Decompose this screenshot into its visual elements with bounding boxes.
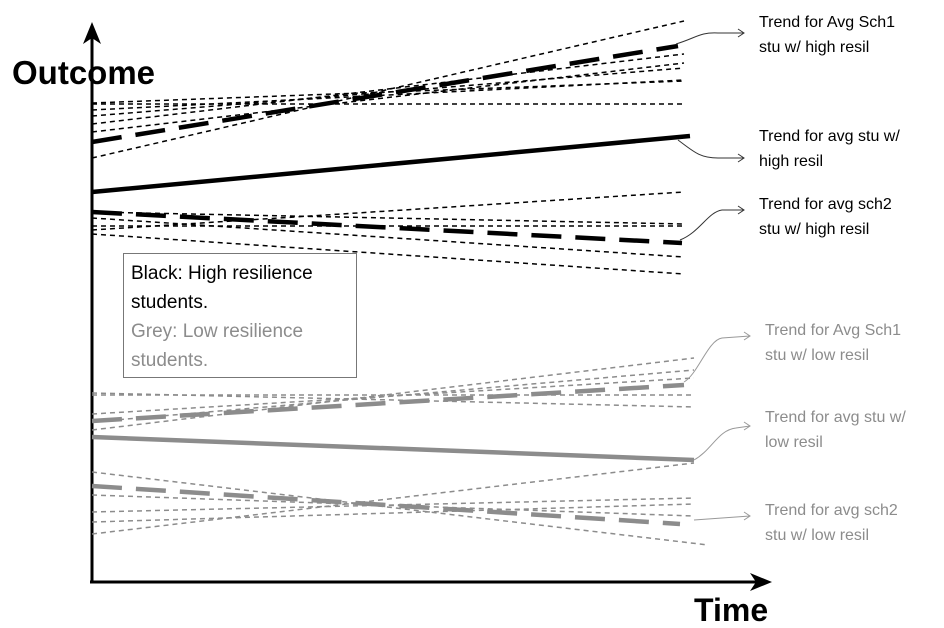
low-sch2-trend-line (91, 483, 681, 527)
callout-arrow-low-sch2 (693, 515, 751, 521)
label-low-sch2-line2: stu w/ low resil (765, 527, 870, 544)
label-low-sch2: Trend for avg sch2 stu w/ low resil (765, 498, 898, 548)
high-sch1-trend-line (91, 43, 679, 145)
legend-grey-line2: students. (131, 350, 209, 371)
label-high-sch1: Trend for Avg Sch1 stu w/ high resil (759, 10, 895, 60)
high-sch1-student-line (91, 79, 685, 111)
low-sch1-group (91, 357, 695, 431)
label-low-sch2-line1: Trend for avg sch2 (765, 502, 898, 519)
low-sch1-student-line (91, 377, 695, 415)
high-sch1-student-line (91, 67, 685, 117)
low-sch2-student-line (91, 503, 695, 523)
legend-box: Black: High resilience students. Grey: L… (123, 253, 357, 378)
high-sch1-student-line (91, 53, 685, 125)
high-sch1-group (91, 20, 685, 159)
low-sch1-trend-line (91, 382, 685, 424)
low-sch2-group (91, 462, 709, 546)
label-low-sch1-line1: Trend for Avg Sch1 (765, 322, 902, 339)
low-sch2-student-line (91, 497, 695, 513)
label-high-sch1-line1: Trend for Avg Sch1 (759, 14, 896, 31)
high-sch1-student-line (91, 20, 685, 159)
callout-arrow-high-sch2 (679, 209, 744, 241)
callout-arrows (675, 28, 751, 521)
y-axis-arrowhead (83, 22, 101, 44)
label-high-avg-line1: Trend for avg stu w/ (759, 128, 900, 145)
label-low-avg-line1: Trend for avg stu w/ (765, 409, 906, 426)
high-avg-trend-line (91, 133, 691, 195)
x-axis-arrowhead (750, 573, 772, 591)
callout-arrow-high-avg (677, 139, 744, 159)
label-high-sch2-line1: Trend for avg sch2 (759, 196, 892, 213)
label-high-sch2: Trend for avg sch2 stu w/ high resil (759, 192, 892, 242)
low-avg-trend-line (91, 434, 695, 463)
high-sch1-student-line (91, 62, 685, 133)
low-sch1-student-line (91, 357, 695, 431)
y-axis-title: Outcome (12, 54, 156, 91)
label-low-sch1: Trend for Avg Sch1 stu w/ low resil (765, 318, 901, 368)
label-low-avg-line2: low resil (765, 434, 823, 451)
callout-arrow-high-sch1 (675, 32, 744, 45)
callout-arrow-low-sch1 (683, 335, 751, 383)
label-high-avg-line2: high resil (759, 153, 824, 170)
label-low-sch1-line2: stu w/ low resil (765, 347, 870, 364)
label-low-avg: Trend for avg stu w/ low resil (765, 405, 906, 455)
label-high-avg: Trend for avg stu w/ high resil (759, 124, 900, 174)
low-sch2-student-line (91, 462, 695, 535)
high-sch2-trend-line (91, 209, 683, 246)
label-high-sch2-line2: stu w/ high resil (759, 221, 870, 238)
high-sch2-group (91, 191, 685, 275)
low-sch1-student-line (91, 392, 695, 408)
legend-black-line2: students. (131, 292, 209, 313)
callout-arrow-low-avg (693, 425, 751, 461)
high-sch2-student-line (91, 191, 685, 231)
low-sch2-student-line (91, 471, 709, 546)
legend-grey-line1: Grey: Low resilience (131, 321, 304, 342)
label-high-sch1-line2: stu w/ high resil (759, 39, 870, 56)
x-axis-title: Time (694, 592, 769, 628)
legend-black-line1: Black: High resilience (131, 263, 313, 284)
high-sch1-student-line (91, 80, 685, 104)
